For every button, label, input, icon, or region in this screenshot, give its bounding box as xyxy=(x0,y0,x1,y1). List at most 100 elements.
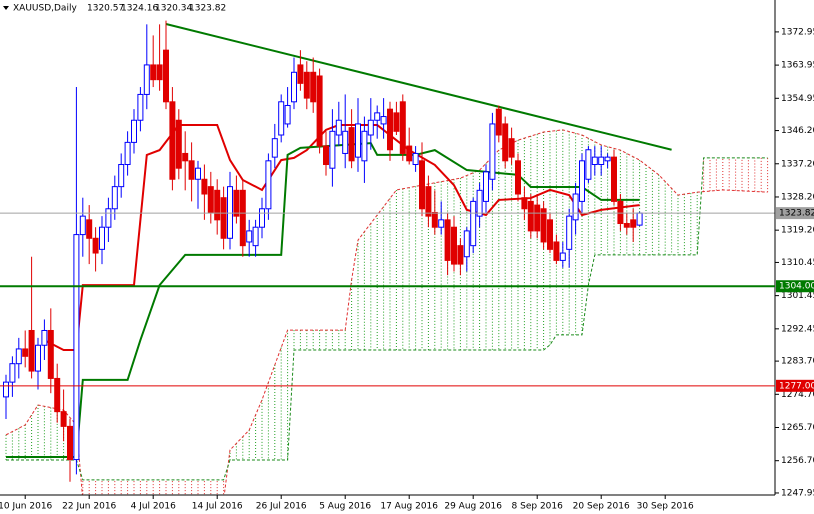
header-close: 1323.82 xyxy=(189,4,226,14)
candle-body xyxy=(483,171,489,202)
candle-body xyxy=(598,156,605,166)
candle-body xyxy=(60,411,67,427)
y-tick-label: 1354.95 xyxy=(781,94,814,104)
candle-body xyxy=(438,219,445,228)
candle-body xyxy=(476,189,483,217)
y-tick-label: 1292.45 xyxy=(781,324,814,334)
x-tick-label: 30 Sep 2016 xyxy=(637,502,694,512)
indicator-line xyxy=(165,23,672,151)
candle-body xyxy=(15,348,22,365)
candle-body xyxy=(156,64,163,81)
y-tick-label: 1283.70 xyxy=(781,357,814,367)
senkou-span-b xyxy=(6,157,768,481)
candle-body xyxy=(227,186,233,239)
y-tick-label: 1372.95 xyxy=(781,27,814,37)
candle-body xyxy=(495,108,502,136)
y-tick-label: 1265.70 xyxy=(781,423,814,433)
candle-body xyxy=(207,186,214,213)
candle-body xyxy=(515,160,521,195)
candle-body xyxy=(239,189,246,247)
candle-body xyxy=(521,197,528,210)
candle-body xyxy=(367,119,374,136)
candle-body xyxy=(431,211,438,228)
x-tick-label: 29 Aug 2016 xyxy=(444,502,502,512)
candle-body xyxy=(201,178,208,195)
y-tick-label: 1346.20 xyxy=(781,126,814,136)
candle-body xyxy=(188,160,195,180)
candle-body xyxy=(585,149,592,180)
candle-body xyxy=(611,156,617,202)
y-tick-label: 1274.70 xyxy=(781,390,814,400)
candle-body xyxy=(111,186,118,210)
candle-body xyxy=(182,152,189,162)
x-tick-label: 10 Jun 2016 xyxy=(0,502,53,512)
candle-body xyxy=(28,329,35,372)
candle-body xyxy=(259,208,265,228)
x-tick-label: 5 Aug 2016 xyxy=(319,502,371,512)
candle-body xyxy=(355,123,361,158)
level-label-box xyxy=(776,379,814,392)
header-icon xyxy=(3,6,9,10)
x-tick-label: 26 Jul 2016 xyxy=(256,502,307,512)
x-tick-label: 20 Sep 2016 xyxy=(573,502,630,512)
candle-body xyxy=(623,223,630,228)
chart-title: XAUUSD,Daily xyxy=(13,4,77,14)
candle-body xyxy=(540,208,547,243)
candle-body xyxy=(220,197,227,239)
candle-body xyxy=(591,156,598,166)
header-open: 1320.57 xyxy=(87,4,124,14)
candle-body xyxy=(636,212,643,226)
candle-body xyxy=(150,64,157,81)
candle-body xyxy=(163,49,169,103)
candle-body xyxy=(374,112,381,121)
candle-body xyxy=(604,156,611,162)
level-label: 1304.00 xyxy=(779,282,814,292)
candle-body xyxy=(86,219,93,239)
candle-body xyxy=(3,381,9,398)
candle-body xyxy=(67,425,73,461)
candle-body xyxy=(444,219,451,261)
candle-body xyxy=(547,219,553,250)
candle-body xyxy=(310,71,317,103)
candle-body xyxy=(316,75,323,147)
header-low: 1320.34 xyxy=(155,4,192,14)
y-tick-label: 1310.45 xyxy=(781,258,814,268)
candle-body xyxy=(99,226,105,250)
candle-body xyxy=(361,130,368,162)
candle-body xyxy=(399,101,406,154)
candle-body xyxy=(195,167,201,180)
candle-body xyxy=(489,123,496,180)
candle-body xyxy=(131,119,137,143)
senkou-span-a xyxy=(5,129,768,495)
x-tick-label: 8 Sep 2016 xyxy=(512,502,564,512)
candle-body xyxy=(265,160,272,210)
indicator-line xyxy=(6,142,640,459)
candle-body xyxy=(54,377,61,413)
candle-body xyxy=(527,200,534,232)
candle-body xyxy=(73,234,80,461)
candle-body xyxy=(278,101,285,136)
candle-body xyxy=(566,215,573,250)
y-tick-label: 1363.95 xyxy=(781,61,814,71)
candle-body xyxy=(291,71,297,103)
candle-body xyxy=(335,119,342,136)
candle-body xyxy=(169,101,176,180)
candle-body xyxy=(143,64,150,95)
plot-area xyxy=(0,20,775,495)
candle-body xyxy=(406,145,413,162)
y-tick-label: 1328.20 xyxy=(781,192,814,202)
level-label-box xyxy=(776,280,814,293)
candle-body xyxy=(329,130,336,169)
candle-body xyxy=(534,204,541,232)
candle-body xyxy=(463,230,470,258)
candle-body xyxy=(9,363,16,383)
y-tick-label: 1301.45 xyxy=(781,291,814,301)
candle-body xyxy=(617,200,624,225)
x-tick-label: 22 Jun 2016 xyxy=(62,502,116,512)
candle-body xyxy=(214,189,221,221)
candle-body xyxy=(342,130,349,154)
candle-body xyxy=(393,112,400,132)
